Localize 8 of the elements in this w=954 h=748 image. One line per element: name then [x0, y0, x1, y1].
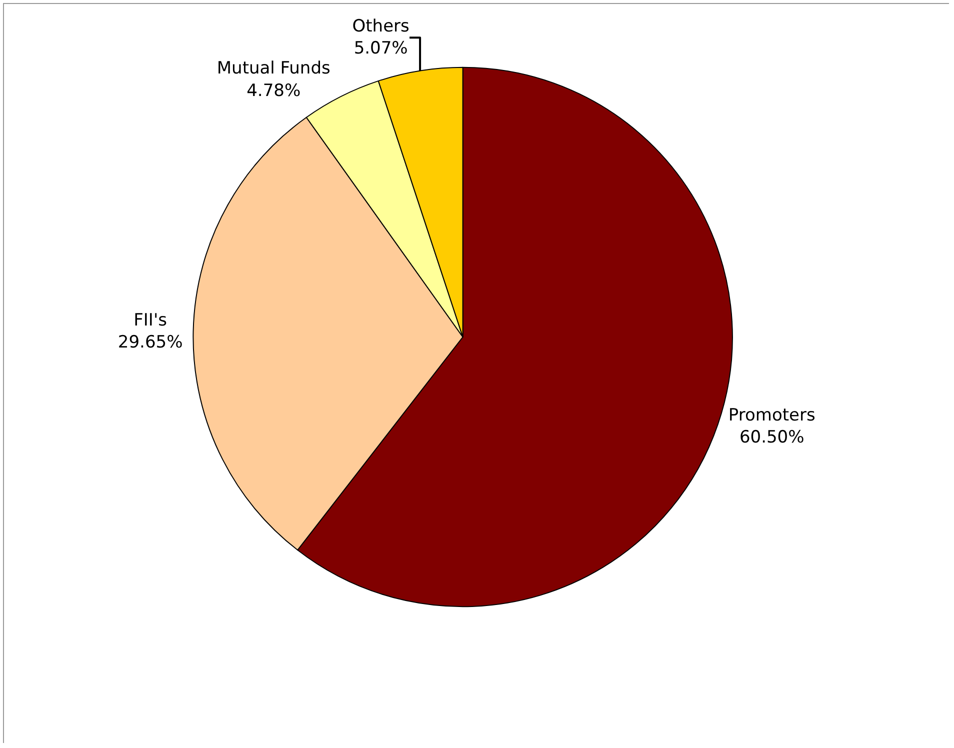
data-label: 5.07%	[354, 38, 408, 59]
slice-label: Others	[352, 16, 410, 37]
slice-label: Promoters	[728, 405, 816, 426]
data-label: 4.78%	[246, 80, 301, 101]
slice-label: FII's	[134, 310, 168, 330]
data-label: 29.65%	[118, 332, 183, 353]
slice-label: Mutual Funds	[216, 58, 330, 79]
data-label: 60.50%	[739, 428, 804, 448]
